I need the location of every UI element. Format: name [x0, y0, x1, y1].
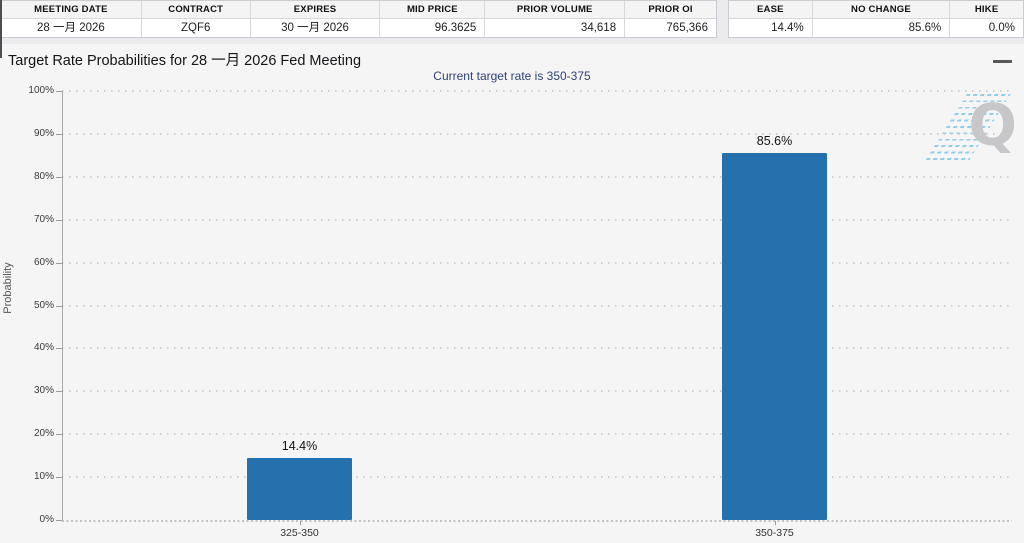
bar-value-label-350-375: 85.6% — [756, 133, 793, 148]
y-tick-label-100: 100% — [28, 85, 54, 96]
market-data-table: MEETING DATE 28 一月 2026 CONTRACT ZQF6 EX… — [0, 0, 717, 38]
chart-subtitle: Current target rate is 350-375 — [433, 69, 591, 83]
gridline-20 — [62, 433, 1012, 436]
column-contract: CONTRACT ZQF6 — [141, 1, 251, 37]
y-tick-40 — [56, 348, 62, 350]
gridline-80 — [62, 175, 1012, 178]
x-tick-350-375 — [774, 521, 776, 525]
contract-value: ZQF6 — [181, 22, 211, 34]
y-tick-label-70: 70% — [33, 213, 54, 225]
y-axis-line — [62, 91, 63, 520]
y-tick-0 — [56, 520, 62, 521]
y-tick-60 — [56, 262, 62, 264]
bar-chart: Probability 0% 10% 20% 30% 40% 50% 60% 70% 80% 90… — [0, 44, 1024, 543]
contract-header: CONTRACT — [141, 1, 250, 19]
meeting-date-value: 28 一月 2026 — [37, 22, 105, 34]
window-left-edge — [0, 0, 2, 58]
column-no-change: NO CHANGE 85.6% — [812, 1, 951, 37]
column-prior-oi: PRIOR OI 765,366 — [625, 1, 716, 37]
y-tick-50 — [56, 305, 62, 307]
ease-header: EASE — [729, 1, 812, 19]
x-tick-325-350 — [299, 521, 301, 525]
chart-panel: Target Rate Probabilities for 28 一月 2026… — [0, 44, 1024, 543]
quikstrike-watermark: Q — [923, 90, 1021, 168]
y-axis-title: Probability — [2, 262, 14, 314]
x-category-label-325-350: 325-350 — [280, 527, 319, 539]
y-tick-70 — [56, 219, 62, 221]
mid-price-value: 96.3625 — [434, 22, 477, 34]
y-tick-label-30: 30% — [33, 385, 54, 397]
gridline-10 — [62, 476, 1012, 479]
watermark-q-letter: Q — [968, 93, 1017, 159]
meeting-date-header: MEETING DATE — [1, 1, 141, 19]
prior-oi-header: PRIOR OI — [625, 1, 716, 19]
y-tick-label-20: 20% — [33, 428, 54, 440]
no-change-header: NO CHANGE — [812, 1, 950, 19]
hike-header: HIKE — [950, 1, 1023, 19]
gridline-30 — [62, 390, 1012, 393]
x-category-label-350-375: 350-375 — [755, 527, 794, 539]
hike-value: 0.0% — [988, 22, 1015, 34]
y-tick-80 — [56, 176, 62, 178]
y-tick-label-50: 50% — [33, 299, 54, 311]
ease-value: 14.4% — [771, 22, 804, 34]
y-tick-label-60: 60% — [33, 256, 54, 268]
no-change-value: 85.6% — [908, 22, 942, 34]
column-meeting-date: MEETING DATE 28 一月 2026 — [1, 1, 142, 37]
gridline-70 — [62, 218, 1012, 221]
chart-title: Target Rate Probabilities for 28 一月 2026… — [8, 53, 362, 69]
expires-value: 30 一月 2026 — [281, 22, 349, 34]
y-tick-10 — [56, 477, 62, 479]
gridline-40 — [62, 347, 1012, 350]
y-tick-30 — [56, 391, 62, 393]
y-tick-label-80: 80% — [33, 170, 54, 182]
chart-menu-button[interactable] — [992, 51, 1014, 69]
prior-volume-header: PRIOR VOLUME — [485, 1, 625, 19]
gridline-50 — [62, 304, 1012, 307]
gridline-90 — [62, 132, 1012, 135]
column-prior-volume: PRIOR VOLUME 34,618 — [485, 1, 626, 37]
mid-price-header: MID PRICE — [380, 1, 485, 19]
column-hike: HIKE 0.0% — [950, 1, 1023, 37]
prior-volume-value: 34,618 — [580, 22, 617, 34]
gridline-60 — [62, 261, 1012, 264]
column-expires: EXPIRES 30 一月 2026 — [250, 1, 381, 37]
move-probability-table: EASE 14.4% NO CHANGE 85.6% HIKE 0.0% — [728, 0, 1024, 38]
bar-350-375[interactable] — [722, 152, 827, 520]
column-ease: EASE 14.4% — [729, 1, 813, 37]
y-tick-90 — [56, 133, 62, 135]
y-tick-label-10: 10% — [33, 471, 54, 483]
bar-value-label-325-350: 14.4% — [281, 439, 318, 454]
expires-header: EXPIRES — [250, 1, 380, 19]
y-tick-label-90: 90% — [33, 127, 54, 139]
y-tick-label-0: 0% — [39, 514, 54, 525]
prior-oi-value: 765,366 — [666, 22, 708, 34]
bar-325-350[interactable] — [247, 458, 352, 520]
gridline-100 — [62, 90, 1012, 92]
column-mid-price: MID PRICE 96.3625 — [380, 1, 486, 37]
x-axis-line — [62, 520, 1012, 522]
y-tick-label-40: 40% — [33, 342, 54, 354]
y-tick-20 — [56, 434, 62, 436]
y-tick-100 — [56, 91, 62, 92]
